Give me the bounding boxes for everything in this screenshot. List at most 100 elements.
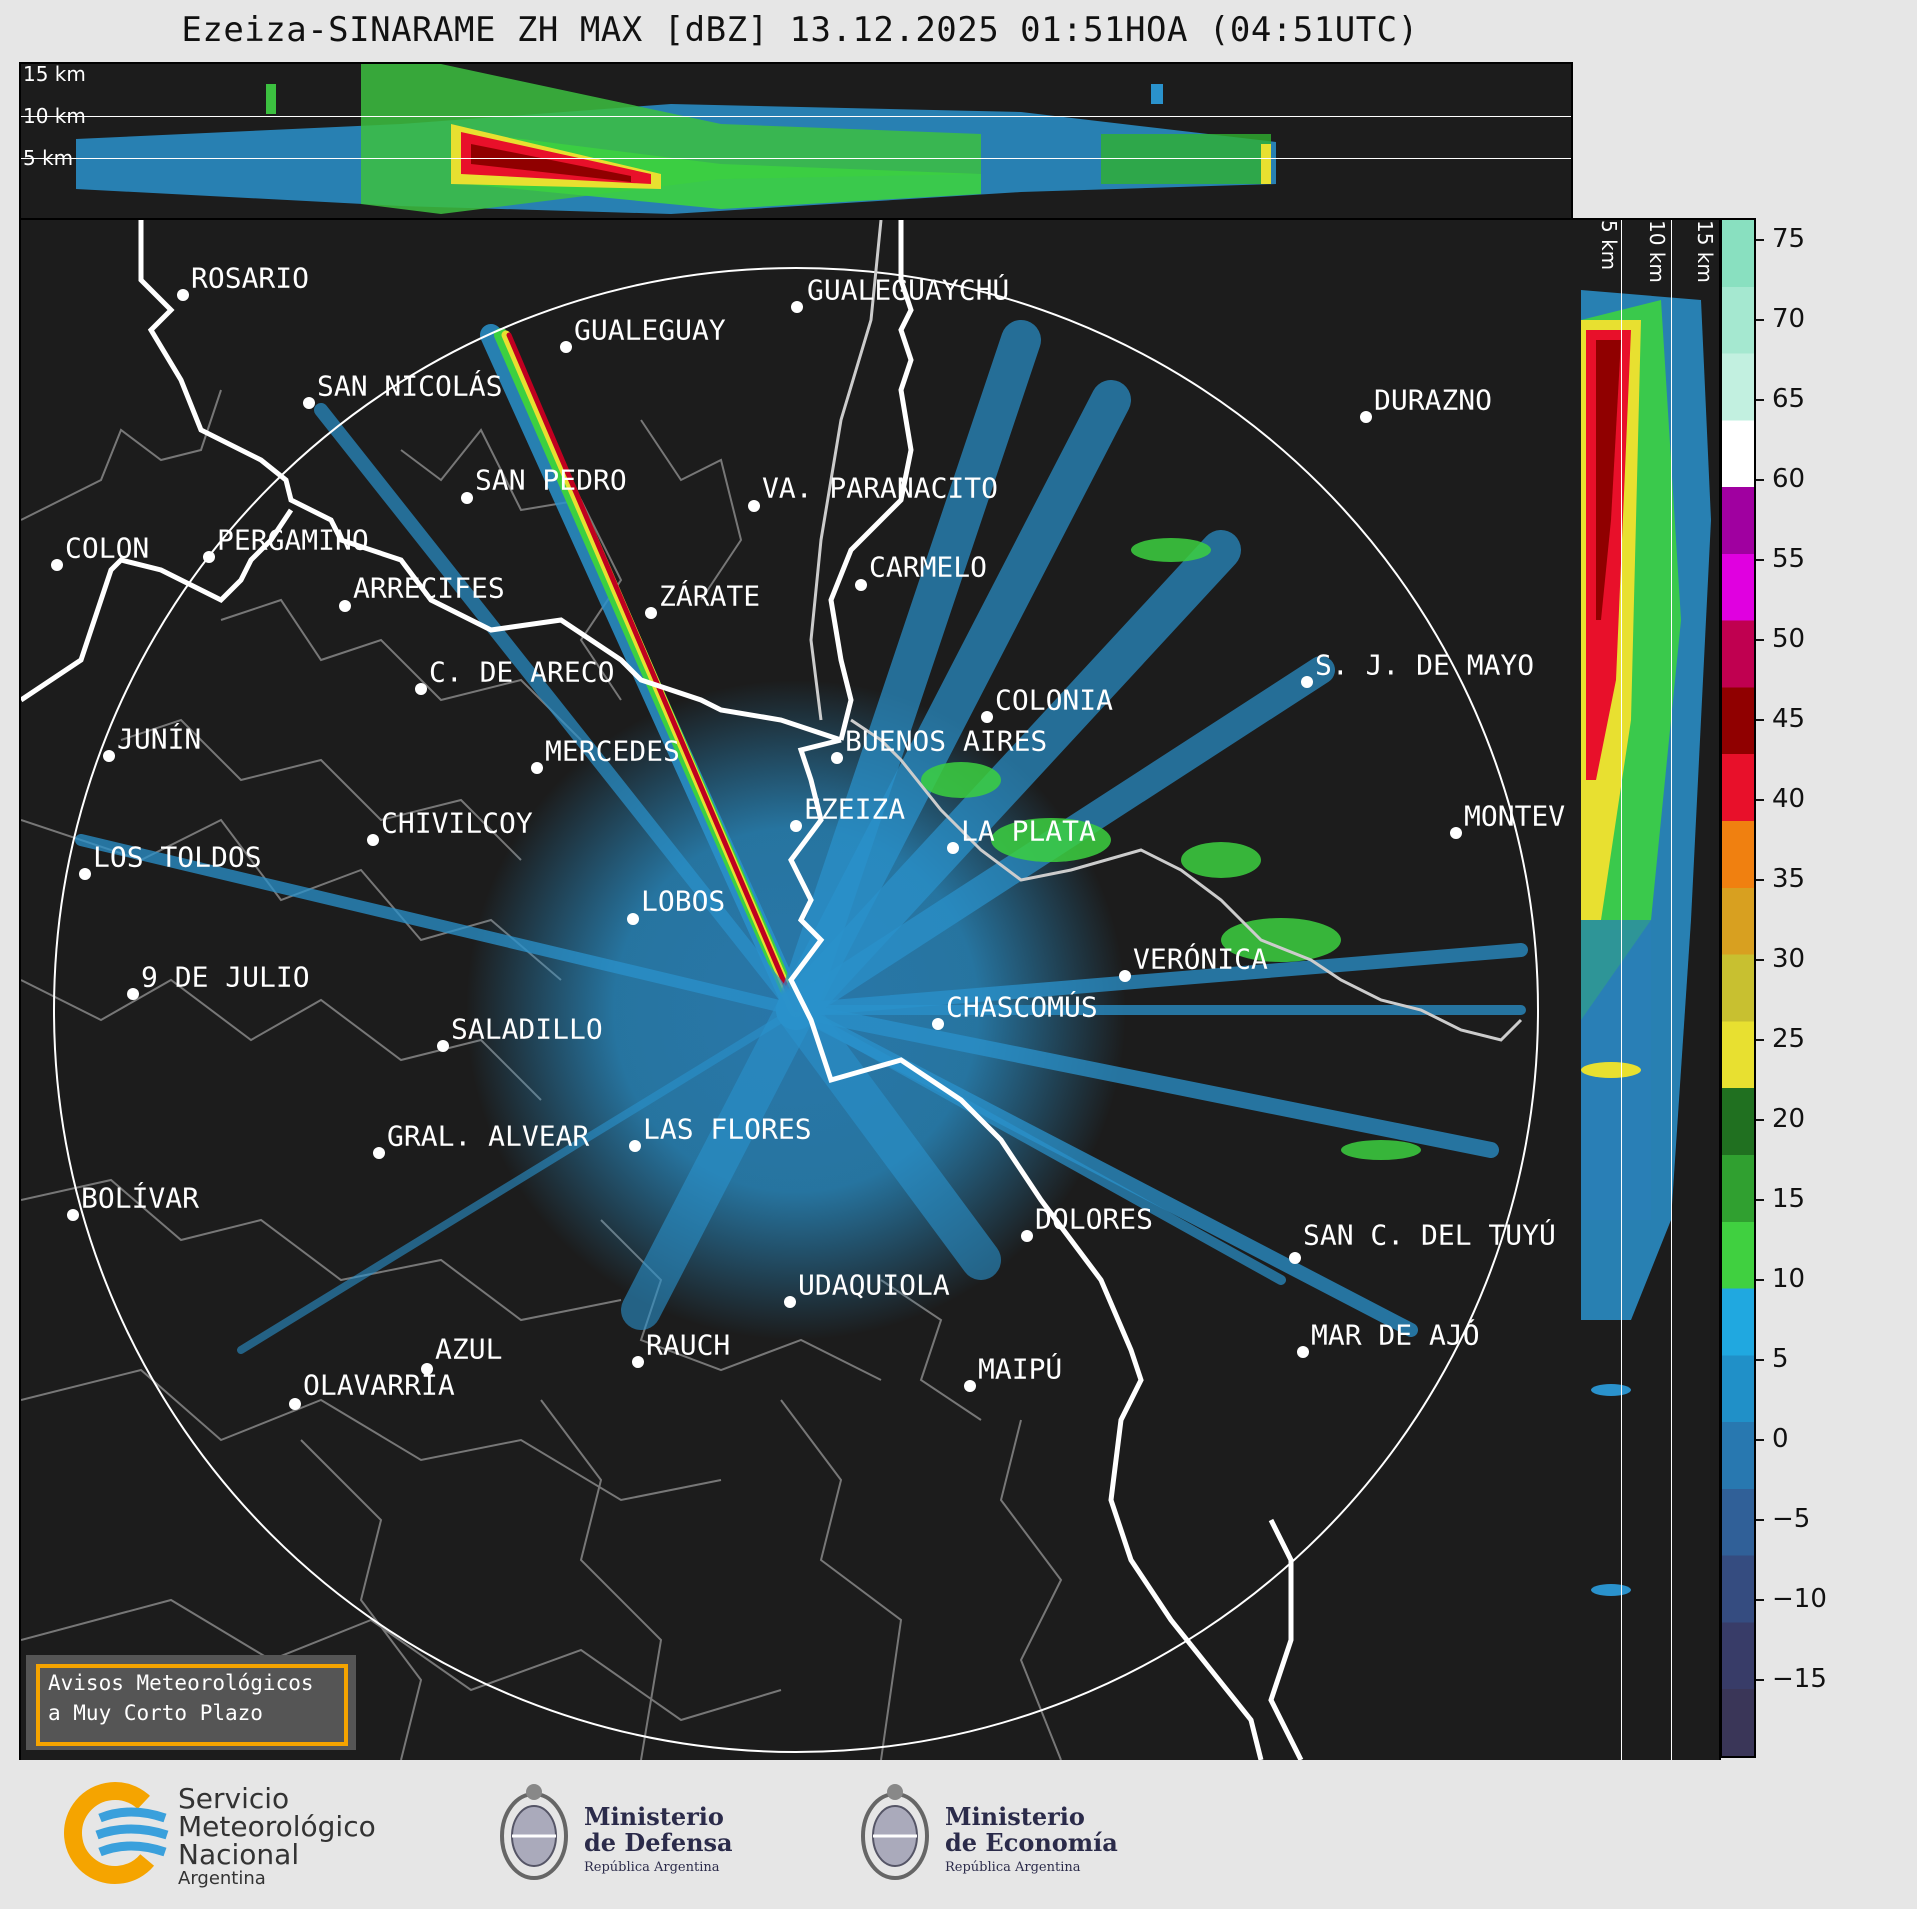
city-label: VA. PARANACITO [762, 471, 999, 505]
colorbar-tick-text: 10 [1772, 1264, 1806, 1294]
city-label: RAUCH [646, 1328, 731, 1362]
city-marker [303, 397, 315, 409]
city-label: MAR DE AJÓ [1311, 1318, 1480, 1352]
colorbar-tick-text: 0 [1772, 1424, 1789, 1454]
city-label: CHASCOMÚS [946, 990, 1098, 1024]
colorbar-tick-label: 70 [1755, 304, 1806, 334]
colorbar-ticks: 75 70 65 60 55 50 45 40 35 30 25 20 15 10 5 0 −5 −10 −15 [1755, 218, 1838, 1758]
city-label: COLONIA [995, 683, 1114, 717]
city-marker [289, 1398, 301, 1410]
city-label: GRAL. ALVEAR [387, 1119, 590, 1153]
height-line-15km [21, 116, 1571, 117]
colorbar-tick-label: 40 [1755, 784, 1805, 814]
city-label: ZÁRATE [659, 579, 761, 613]
city-marker [645, 607, 657, 619]
city-label: LOS TOLDOS [93, 840, 262, 874]
city-marker [177, 289, 189, 301]
colorbar-tick-label: −15 [1756, 1664, 1827, 1694]
notice-line-1: Avisos Meteorológicos [48, 1671, 314, 1695]
colorbar-tick-text: 60 [1772, 464, 1806, 494]
colorbar-tick-label: 55 [1755, 544, 1806, 574]
economia-line-1: Ministerio [945, 1802, 1085, 1831]
colorbar-tick-label: 0 [1756, 1424, 1789, 1454]
colorbar-tick-label: 50 [1755, 624, 1806, 654]
colorbar-tick-text: 65 [1772, 384, 1806, 414]
colorbar-tick-label: 30 [1755, 944, 1806, 974]
city-label: LA PLATA [961, 814, 1096, 848]
city-marker [531, 762, 543, 774]
top-cross-section-echo [76, 64, 1276, 214]
economia-line-3: República Argentina [945, 1860, 1081, 1875]
city-marker [790, 820, 802, 832]
colorbar-tick-label: 15 [1755, 1184, 1806, 1214]
colorbar-tick-label: −10 [1756, 1584, 1827, 1614]
city-label: CHIVILCOY [381, 806, 533, 840]
colorbar-tick-text: 15 [1772, 1184, 1806, 1214]
notice-line-2: a Muy Corto Plazo [48, 1701, 263, 1725]
height-label-15km-side: 15 km [1693, 220, 1717, 283]
height-label-10km-side: 10 km [1645, 220, 1669, 283]
side-cross-section-echo [1581, 290, 1711, 1596]
city-marker [947, 842, 959, 854]
city-label: PERGAMINO [217, 523, 369, 557]
height-label-15km: 15 km [23, 62, 86, 86]
city-label: ARRECIFES [353, 571, 505, 605]
city-label: GUALEGUAY [574, 313, 726, 347]
city-label: 9 DE JULIO [141, 960, 310, 994]
colorbar-tick-text: −5 [1772, 1504, 1811, 1534]
city-marker [560, 341, 572, 353]
city-label: GUALEGUAYCHÚ [807, 273, 1010, 307]
city-marker [51, 559, 63, 571]
city-marker [79, 868, 91, 880]
city-label: COLON [65, 531, 150, 565]
city-marker [367, 834, 379, 846]
colorbar-tick-label: 35 [1755, 864, 1806, 894]
colorbar-tick-text: 25 [1772, 1024, 1806, 1054]
colorbar-tick-text: 55 [1772, 544, 1806, 574]
city-marker [461, 492, 473, 504]
smn-name-line-2: Meteorológico [178, 1810, 376, 1843]
colorbar-tick-text: 50 [1772, 624, 1806, 654]
city-label: BOLÍVAR [81, 1181, 200, 1215]
defensa-shield-icon [500, 1784, 568, 1880]
city-marker [415, 683, 427, 695]
city-marker [831, 752, 843, 764]
colorbar-tick-label: 20 [1755, 1104, 1806, 1134]
city-label: MERCEDES [545, 734, 680, 768]
city-marker [632, 1356, 644, 1368]
department-boundaries [21, 389, 1063, 1760]
colorbar-tick-text: 5 [1772, 1344, 1789, 1374]
colorbar-tick-text: 45 [1772, 704, 1806, 734]
colorbar-tick-text: 30 [1772, 944, 1806, 974]
height-label-5km-side: 5 km [1597, 220, 1621, 271]
city-marker [627, 913, 639, 925]
city-marker [855, 579, 867, 591]
city-label: SALADILLO [451, 1012, 603, 1046]
city-marker [437, 1040, 449, 1052]
city-marker [103, 750, 115, 762]
defensa-line-3: República Argentina [584, 1860, 720, 1875]
city-label: DURAZNO [1374, 383, 1493, 417]
colorbar-tick-label: 25 [1755, 1024, 1806, 1054]
city-marker [421, 1363, 433, 1375]
city-label: S. J. DE MAYO [1315, 648, 1535, 682]
radar-map: ROSARIO GUALEGUAYCHÚ GUALEGUAY SAN NICOLÁS D… [19, 218, 1573, 1762]
footer: Servicio Meteorológico Nacional Argentin… [0, 1760, 1917, 1909]
city-label: MONTEV [1464, 799, 1566, 833]
city-marker [1360, 411, 1372, 423]
city-label: LOBOS [641, 884, 726, 918]
city-label: UDAQUIOLA [798, 1268, 950, 1302]
city-label: OLAVARRÍA [303, 1368, 455, 1402]
defensa-line-1: Ministerio [584, 1802, 724, 1831]
colorbar-tick-text: 20 [1772, 1104, 1806, 1134]
city-marker [1021, 1230, 1033, 1242]
city-label: EZEIZA [804, 792, 906, 826]
city-marker [748, 500, 760, 512]
colorbar-tick-label: 45 [1755, 704, 1806, 734]
city-label: SAN NICOLÁS [317, 369, 503, 403]
colorbar-tick-text: 70 [1772, 304, 1806, 334]
city-label: MAIPÚ [978, 1352, 1063, 1386]
colorbar-tick-text: 35 [1772, 864, 1806, 894]
economia-line-2: de Economía [945, 1828, 1118, 1857]
city-marker [203, 551, 215, 563]
